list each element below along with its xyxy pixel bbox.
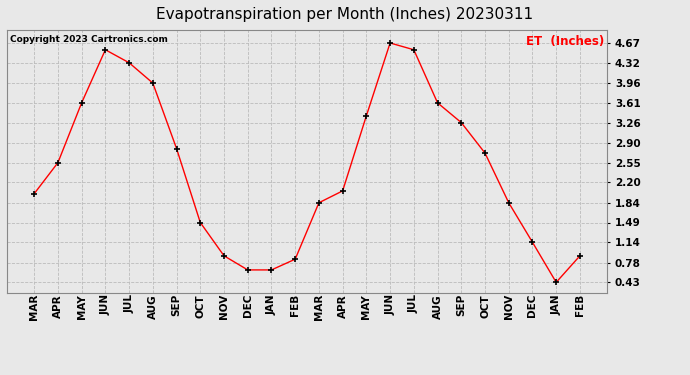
- Text: ET  (Inches): ET (Inches): [526, 35, 604, 48]
- Text: Copyright 2023 Cartronics.com: Copyright 2023 Cartronics.com: [10, 35, 168, 44]
- Text: Evapotranspiration per Month (Inches) 20230311: Evapotranspiration per Month (Inches) 20…: [157, 8, 533, 22]
